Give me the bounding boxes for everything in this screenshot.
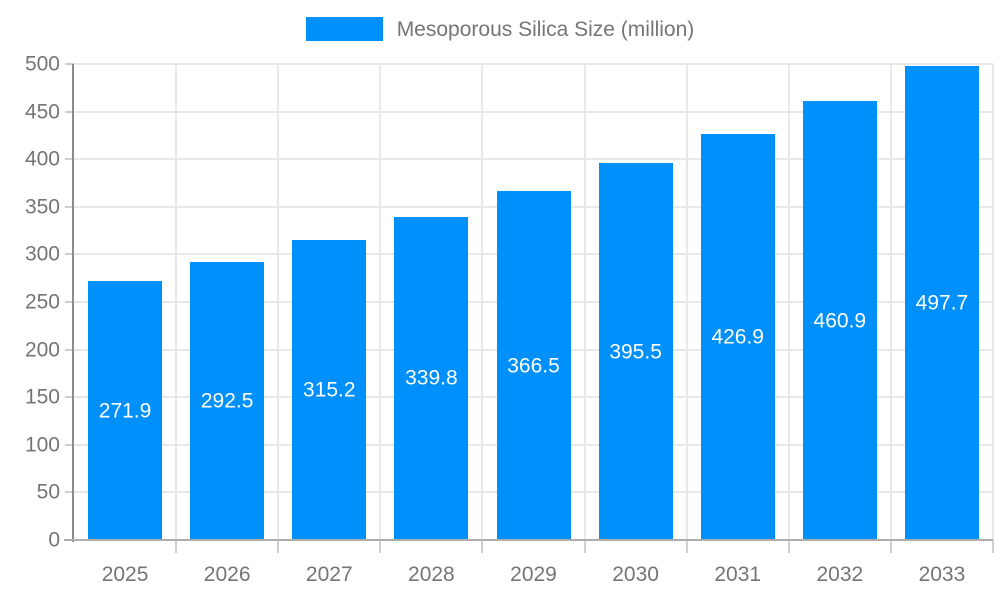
y-axis-line (72, 64, 74, 542)
gridline-vertical (889, 64, 892, 540)
y-axis-tick (65, 396, 74, 399)
x-axis-tick (277, 540, 280, 553)
y-axis-tick (65, 110, 74, 113)
y-axis-tick (65, 63, 74, 65)
x-tick-label: 2033 (918, 563, 966, 586)
bar-value-label: 497.7 (915, 291, 969, 315)
gridline-vertical (583, 64, 586, 540)
gridline-vertical (379, 64, 382, 540)
legend-label: Mesoporous Silica Size (million) (396, 17, 695, 41)
bar[interactable]: 395.5 (598, 163, 673, 540)
x-tick-label: 2029 (510, 563, 557, 586)
x-tick-label: 2027 (305, 563, 353, 586)
x-axis-tick (175, 540, 178, 553)
y-tick-label: 0 (48, 528, 60, 552)
bar-value-label: 292.5 (200, 389, 254, 413)
y-axis-tick (65, 158, 74, 161)
y-tick-label: 50 (36, 480, 60, 504)
bar[interactable]: 271.9 (88, 281, 163, 540)
gridline-horizontal (74, 110, 993, 113)
bar[interactable]: 339.8 (394, 216, 469, 540)
gridline-vertical (481, 64, 484, 540)
x-tick-label: 2030 (612, 563, 659, 586)
y-tick-label: 250 (24, 290, 60, 314)
bar[interactable]: 497.7 (904, 66, 979, 540)
x-axis-tick (992, 540, 994, 553)
x-tick-label: 2028 (408, 563, 455, 586)
y-axis-tick (65, 491, 74, 494)
x-axis-tick (583, 540, 586, 553)
y-axis-tick (65, 301, 74, 303)
gridline-vertical (685, 64, 688, 540)
x-tick-label: 2025 (101, 563, 149, 586)
x-axis-tick (685, 540, 688, 553)
x-axis-tick (481, 540, 484, 553)
bar-value-label: 271.9 (98, 399, 152, 423)
x-tick-label: 2032 (816, 563, 864, 586)
bar-value-label: 426.9 (711, 325, 764, 349)
bar[interactable]: 366.5 (496, 191, 571, 540)
y-tick-label: 400 (24, 147, 60, 171)
gridline-vertical (175, 64, 178, 540)
x-axis-tick (787, 540, 790, 553)
y-tick-label: 300 (24, 242, 60, 266)
gridline-vertical (787, 64, 790, 540)
bar[interactable]: 426.9 (700, 133, 775, 540)
y-tick-label: 200 (24, 338, 60, 362)
gridline-horizontal (74, 158, 993, 161)
y-axis-tick (65, 443, 74, 446)
x-axis-line (64, 539, 993, 541)
bar[interactable]: 460.9 (802, 101, 877, 540)
x-tick-label: 2031 (714, 563, 762, 586)
gridline-vertical (277, 64, 280, 540)
bar-value-label: 460.9 (813, 309, 867, 333)
legend-swatch-icon (305, 17, 383, 41)
bar-value-label: 395.5 (609, 340, 662, 364)
x-axis-tick (379, 540, 382, 553)
bar-value-label: 315.2 (302, 378, 356, 402)
y-tick-label: 450 (24, 100, 60, 124)
gridline-vertical (992, 64, 994, 540)
y-tick-label: 100 (24, 433, 60, 457)
bar[interactable]: 292.5 (190, 261, 265, 540)
gridline-horizontal (74, 63, 993, 65)
legend[interactable]: Mesoporous Silica Size (million) (0, 17, 1000, 41)
bar-value-label: 366.5 (507, 354, 560, 378)
bar-value-label: 339.8 (405, 366, 458, 390)
x-tick-label: 2026 (203, 563, 251, 586)
y-tick-label: 500 (24, 52, 60, 76)
y-axis-tick (65, 253, 74, 256)
y-axis-tick (65, 348, 74, 351)
x-axis-tick (889, 540, 892, 553)
y-axis-tick (65, 205, 74, 208)
y-tick-label: 350 (24, 195, 60, 219)
bar[interactable]: 315.2 (292, 239, 367, 540)
y-tick-label: 150 (24, 385, 60, 409)
